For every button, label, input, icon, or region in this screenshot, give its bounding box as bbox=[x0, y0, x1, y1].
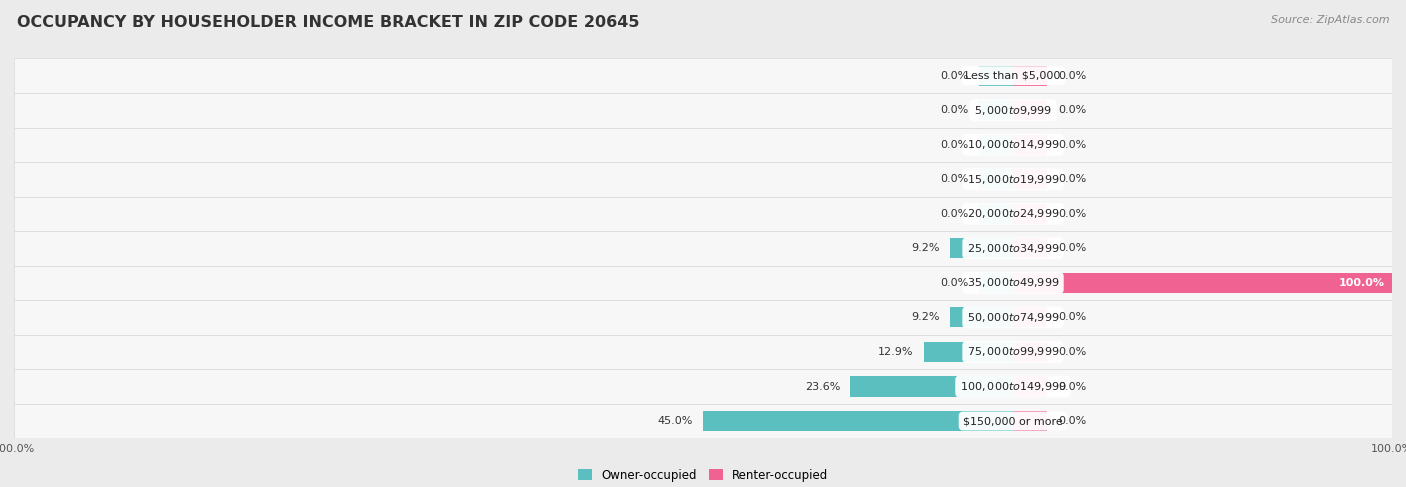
Text: 9.2%: 9.2% bbox=[911, 244, 939, 253]
FancyBboxPatch shape bbox=[1012, 342, 1047, 362]
Text: 0.0%: 0.0% bbox=[1057, 313, 1085, 322]
Text: $25,000 to $34,999: $25,000 to $34,999 bbox=[967, 242, 1059, 255]
FancyBboxPatch shape bbox=[1012, 376, 1047, 396]
FancyBboxPatch shape bbox=[1012, 204, 1047, 224]
Text: 0.0%: 0.0% bbox=[1057, 105, 1085, 115]
FancyBboxPatch shape bbox=[851, 376, 1012, 396]
Text: $15,000 to $19,999: $15,000 to $19,999 bbox=[967, 173, 1059, 186]
FancyBboxPatch shape bbox=[979, 204, 1012, 224]
Text: 0.0%: 0.0% bbox=[941, 174, 969, 184]
Text: 0.0%: 0.0% bbox=[1057, 140, 1085, 150]
FancyBboxPatch shape bbox=[14, 300, 1392, 335]
FancyBboxPatch shape bbox=[949, 238, 1012, 259]
Text: $10,000 to $14,999: $10,000 to $14,999 bbox=[967, 138, 1059, 151]
FancyBboxPatch shape bbox=[979, 66, 1012, 86]
FancyBboxPatch shape bbox=[14, 369, 1392, 404]
Text: 45.0%: 45.0% bbox=[657, 416, 693, 426]
FancyBboxPatch shape bbox=[1012, 273, 1406, 293]
Text: $35,000 to $49,999: $35,000 to $49,999 bbox=[967, 277, 1059, 289]
Text: 0.0%: 0.0% bbox=[1057, 416, 1085, 426]
Text: 0.0%: 0.0% bbox=[941, 105, 969, 115]
FancyBboxPatch shape bbox=[14, 197, 1392, 231]
Text: 0.0%: 0.0% bbox=[1057, 71, 1085, 81]
FancyBboxPatch shape bbox=[1012, 100, 1047, 120]
FancyBboxPatch shape bbox=[14, 404, 1392, 438]
Text: $75,000 to $99,999: $75,000 to $99,999 bbox=[967, 345, 1059, 358]
Text: OCCUPANCY BY HOUSEHOLDER INCOME BRACKET IN ZIP CODE 20645: OCCUPANCY BY HOUSEHOLDER INCOME BRACKET … bbox=[17, 15, 640, 30]
Text: 0.0%: 0.0% bbox=[1057, 174, 1085, 184]
FancyBboxPatch shape bbox=[979, 273, 1012, 293]
FancyBboxPatch shape bbox=[14, 335, 1392, 369]
Text: 0.0%: 0.0% bbox=[1057, 209, 1085, 219]
FancyBboxPatch shape bbox=[14, 58, 1392, 93]
FancyBboxPatch shape bbox=[1012, 307, 1047, 327]
FancyBboxPatch shape bbox=[14, 265, 1392, 300]
Text: $5,000 to $9,999: $5,000 to $9,999 bbox=[974, 104, 1052, 117]
Text: 0.0%: 0.0% bbox=[941, 71, 969, 81]
Text: $50,000 to $74,999: $50,000 to $74,999 bbox=[967, 311, 1059, 324]
FancyBboxPatch shape bbox=[14, 128, 1392, 162]
FancyBboxPatch shape bbox=[924, 342, 1012, 362]
FancyBboxPatch shape bbox=[979, 100, 1012, 120]
Text: 0.0%: 0.0% bbox=[1057, 347, 1085, 357]
Text: 0.0%: 0.0% bbox=[1057, 381, 1085, 392]
Text: 0.0%: 0.0% bbox=[941, 209, 969, 219]
Text: 0.0%: 0.0% bbox=[1057, 244, 1085, 253]
Legend: Owner-occupied, Renter-occupied: Owner-occupied, Renter-occupied bbox=[578, 469, 828, 482]
Text: $150,000 or more: $150,000 or more bbox=[963, 416, 1063, 426]
Text: 0.0%: 0.0% bbox=[941, 278, 969, 288]
FancyBboxPatch shape bbox=[1012, 66, 1047, 86]
FancyBboxPatch shape bbox=[14, 231, 1392, 265]
Text: 0.0%: 0.0% bbox=[941, 140, 969, 150]
FancyBboxPatch shape bbox=[14, 93, 1392, 128]
Text: 12.9%: 12.9% bbox=[879, 347, 914, 357]
Text: 100.0%: 100.0% bbox=[1339, 278, 1385, 288]
Text: Less than $5,000: Less than $5,000 bbox=[966, 71, 1060, 81]
FancyBboxPatch shape bbox=[979, 135, 1012, 155]
FancyBboxPatch shape bbox=[1012, 411, 1047, 431]
FancyBboxPatch shape bbox=[703, 411, 1012, 431]
FancyBboxPatch shape bbox=[1012, 135, 1047, 155]
Text: 9.2%: 9.2% bbox=[911, 313, 939, 322]
Text: $20,000 to $24,999: $20,000 to $24,999 bbox=[967, 207, 1059, 220]
FancyBboxPatch shape bbox=[14, 162, 1392, 197]
FancyBboxPatch shape bbox=[1012, 169, 1047, 189]
FancyBboxPatch shape bbox=[1012, 238, 1047, 259]
FancyBboxPatch shape bbox=[979, 169, 1012, 189]
Text: $100,000 to $149,999: $100,000 to $149,999 bbox=[960, 380, 1066, 393]
Text: Source: ZipAtlas.com: Source: ZipAtlas.com bbox=[1271, 15, 1389, 25]
Text: 23.6%: 23.6% bbox=[804, 381, 841, 392]
FancyBboxPatch shape bbox=[949, 307, 1012, 327]
